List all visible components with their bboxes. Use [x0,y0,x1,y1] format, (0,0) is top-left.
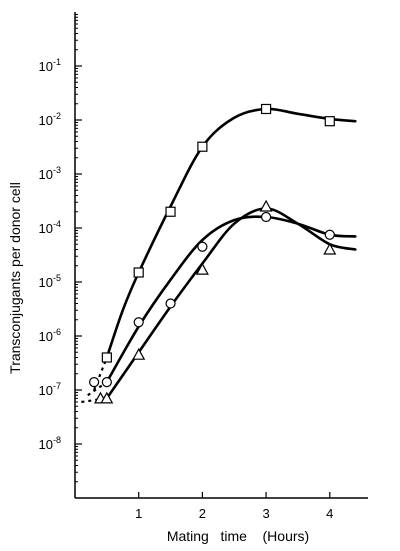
circle-series-line [105,215,357,384]
triangle-marker [323,242,337,255]
square-marker [101,352,112,363]
triangle-marker [259,199,273,212]
axes [74,12,368,499]
x-axis-label: Mating time (Hours) [167,528,309,544]
triangle-marker [100,391,114,404]
circle-marker [165,298,176,309]
circle-marker [197,241,208,252]
circle-marker [324,229,335,240]
x-tick-label: 4 [326,506,333,521]
y-tick-label: 10-4 [39,219,61,236]
y-tick-label: 10-5 [39,273,61,290]
y-tick-label: 10-7 [39,381,61,398]
square-marker [197,141,208,152]
y-tick-label: 10-2 [39,111,61,128]
square-marker [133,267,144,278]
triangle-series-line [105,207,357,400]
y-tick-label: 10-8 [39,435,61,452]
square-series-dashed-lead-in [93,357,108,391]
square-marker [324,116,335,127]
triangle-marker [195,262,209,275]
x-tick-label: 1 [135,506,142,521]
circle-marker [89,377,100,388]
triangle-marker [132,347,146,360]
y-tick-label: 10-6 [39,327,61,344]
square-series-line [105,107,357,359]
series-lines [81,107,357,404]
y-axis-label: Transconjugants per donor cell [7,182,23,374]
circle-marker [260,211,272,223]
y-tick-label: 10-1 [39,57,61,74]
x-tick-label: 3 [262,506,269,521]
y-axis-ticks: 10-1 10-2 10-3 10-4 10-5 10-6 10-7 10-8 [39,13,82,483]
x-axis-ticks: 1 2 3 4 [135,492,333,521]
y-tick-label: 10-3 [39,165,61,182]
x-tick-label: 2 [199,506,206,521]
square-marker [165,206,176,217]
square-marker [260,103,272,115]
circle-marker [133,317,144,328]
circle-marker [101,377,112,388]
series-markers [89,103,337,404]
